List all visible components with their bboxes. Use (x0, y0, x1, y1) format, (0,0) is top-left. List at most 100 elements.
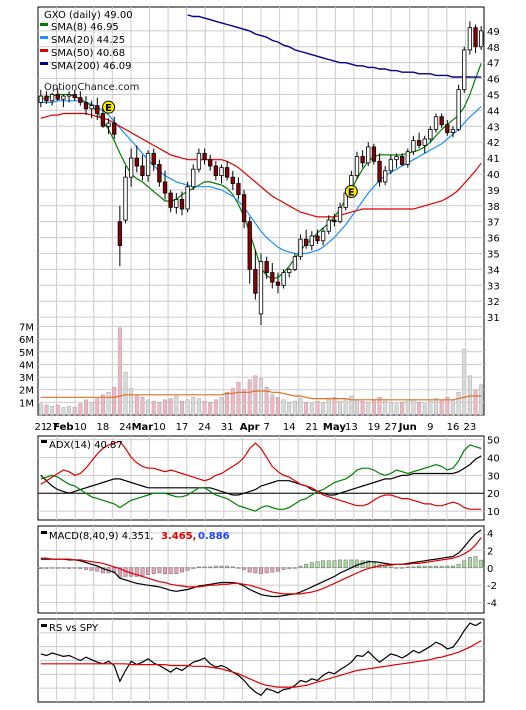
adx-tick-label: 50 (487, 436, 500, 447)
macd-histogram-bar (473, 556, 478, 568)
volume-bar (213, 399, 218, 416)
volume-layer (38, 327, 484, 416)
volume-bar (439, 399, 444, 416)
volume-bar (264, 386, 269, 416)
price-tick-label: 47 (487, 59, 500, 70)
candle (78, 97, 83, 103)
macd-histogram-bar (321, 560, 326, 568)
volume-bar (400, 402, 405, 416)
candle (196, 152, 202, 170)
macd-histogram-bar (417, 565, 422, 568)
candle (405, 151, 410, 165)
volume-bar (349, 395, 354, 416)
volume-bar (456, 392, 461, 416)
x-tick-label: 21 (34, 422, 47, 433)
volume-bar (247, 379, 252, 416)
macd-histogram-bar (72, 567, 77, 569)
volume-bar (129, 388, 134, 416)
candle (202, 152, 207, 161)
adx-tick-label: 30 (487, 471, 500, 482)
candle (264, 261, 269, 273)
macd-histogram-bar (253, 567, 258, 574)
x-tick-label: 7 (263, 422, 269, 433)
volume-bar (450, 399, 455, 416)
macd-tick-label: -4 (487, 599, 497, 610)
candle (394, 156, 399, 161)
volume-bar (67, 405, 72, 416)
candle (140, 165, 145, 176)
x-tick-label: 23 (464, 422, 477, 433)
candle (450, 129, 456, 134)
volume-bar (61, 407, 66, 416)
candle (383, 170, 388, 183)
volume-bar (405, 400, 410, 416)
macd-histogram-bar (140, 567, 145, 576)
volume-bar (151, 400, 156, 416)
volume-bar (168, 398, 173, 416)
price-tick-label: 40 (487, 170, 500, 181)
volume-bar (292, 400, 297, 416)
macd-histogram-bar (445, 565, 450, 568)
macd-histogram-bar (174, 567, 179, 575)
volume-bar (50, 405, 55, 416)
macd-histogram-bar (264, 567, 269, 574)
line-sma200 (187, 14, 482, 78)
volume-bar (95, 398, 100, 416)
macd-histogram-bar (151, 567, 156, 575)
macd-histogram-bar (213, 565, 218, 568)
price-tick-label: 38 (487, 202, 500, 213)
volume-bar (275, 397, 280, 416)
macd-histogram-bar (281, 567, 286, 570)
candle (388, 159, 393, 172)
candle (179, 199, 185, 210)
volume-bar (332, 397, 337, 416)
volume-bar (225, 392, 230, 416)
macd-histogram-bar (270, 567, 275, 573)
macd-signal-value: 3.465, (161, 531, 196, 542)
volume-bar (411, 399, 416, 416)
candle (219, 167, 224, 176)
candle (253, 268, 258, 294)
macd-histogram-bar (157, 567, 162, 574)
macd-histogram-bar (78, 567, 83, 569)
x-tick-label: 13 (345, 422, 358, 433)
volume-bar (146, 399, 151, 416)
earnings-marker (102, 100, 116, 114)
volume-bar (281, 399, 286, 416)
volume-bar (321, 402, 326, 416)
macd-histogram-bar (383, 565, 388, 568)
candle (399, 156, 405, 165)
volume-average-line (40, 390, 482, 401)
candle (292, 256, 298, 270)
volume-bar (174, 395, 179, 416)
price-tick-label: 44 (487, 106, 500, 117)
rs-label: RS vs SPY (49, 623, 99, 634)
volume-bar (462, 349, 467, 416)
volume-bar (106, 392, 111, 416)
macd-histogram-bar (338, 559, 342, 568)
volume-tick-label: 4M (19, 360, 34, 371)
macd-histogram-bar (38, 567, 43, 569)
candle (377, 160, 382, 183)
volume-bar (134, 394, 139, 416)
macd-histogram-bar (287, 567, 292, 569)
x-tick-label: 31 (221, 422, 234, 433)
x-tick-label: 9 (427, 422, 433, 433)
earnings-label: E (348, 187, 355, 198)
earnings-marker (344, 184, 358, 198)
candle (83, 102, 89, 110)
price-tick-label: 49 (487, 27, 500, 38)
macd-histogram-bar (275, 567, 280, 572)
volume-bar (202, 400, 207, 416)
candle (185, 186, 190, 210)
candle (72, 94, 77, 99)
candle (411, 140, 416, 153)
volume-bar (84, 399, 88, 416)
candle (61, 95, 66, 100)
volume-bar (394, 403, 399, 416)
macd-histogram-bar (242, 567, 247, 570)
x-tick-label: Apr (240, 422, 260, 433)
price-tick-label: 45 (487, 90, 500, 101)
volume-bar (123, 371, 128, 416)
